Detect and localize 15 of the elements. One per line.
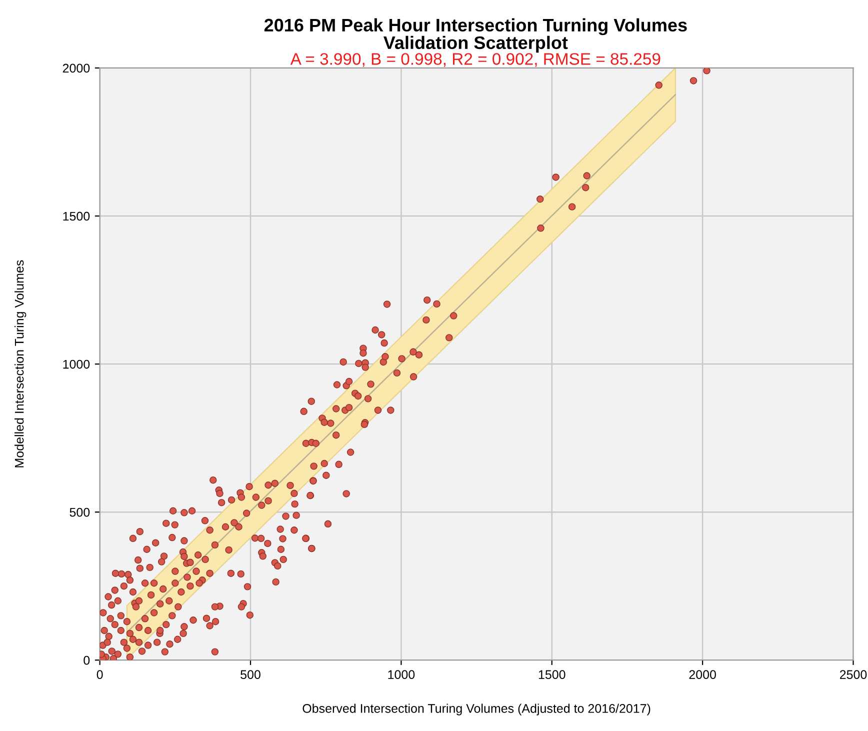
- x-tick-label: 0: [96, 670, 103, 679]
- x-tick-label: 1000: [388, 670, 415, 679]
- x-tick-label: 1500: [538, 670, 566, 679]
- x-tick-label: 2500: [840, 670, 867, 679]
- x-axis-title: Observed Intersection Turing Volumes (Adjusted to 2016/2017): [302, 704, 650, 716]
- y-tick-label: 0: [84, 656, 90, 665]
- y-tick-label: 500: [70, 508, 90, 517]
- y-tick-label: 1500: [63, 212, 90, 221]
- chart-subtitle: A = 3.990, B = 0.998, R2 = 0.902, RMSE = 85.259: [290, 53, 660, 67]
- y-tick-label: 2000: [62, 64, 90, 73]
- y-tick-label: 1000: [63, 360, 90, 369]
- x-tick-label: 2000: [689, 670, 716, 679]
- y-axis-title: Modelled Intersection Turing Volumes: [14, 260, 26, 468]
- chart-title: 2016 PM Peak Hour Intersection Turning Volumes Validation Scatterplot: [264, 18, 687, 53]
- x-tick-label: 500: [240, 670, 260, 679]
